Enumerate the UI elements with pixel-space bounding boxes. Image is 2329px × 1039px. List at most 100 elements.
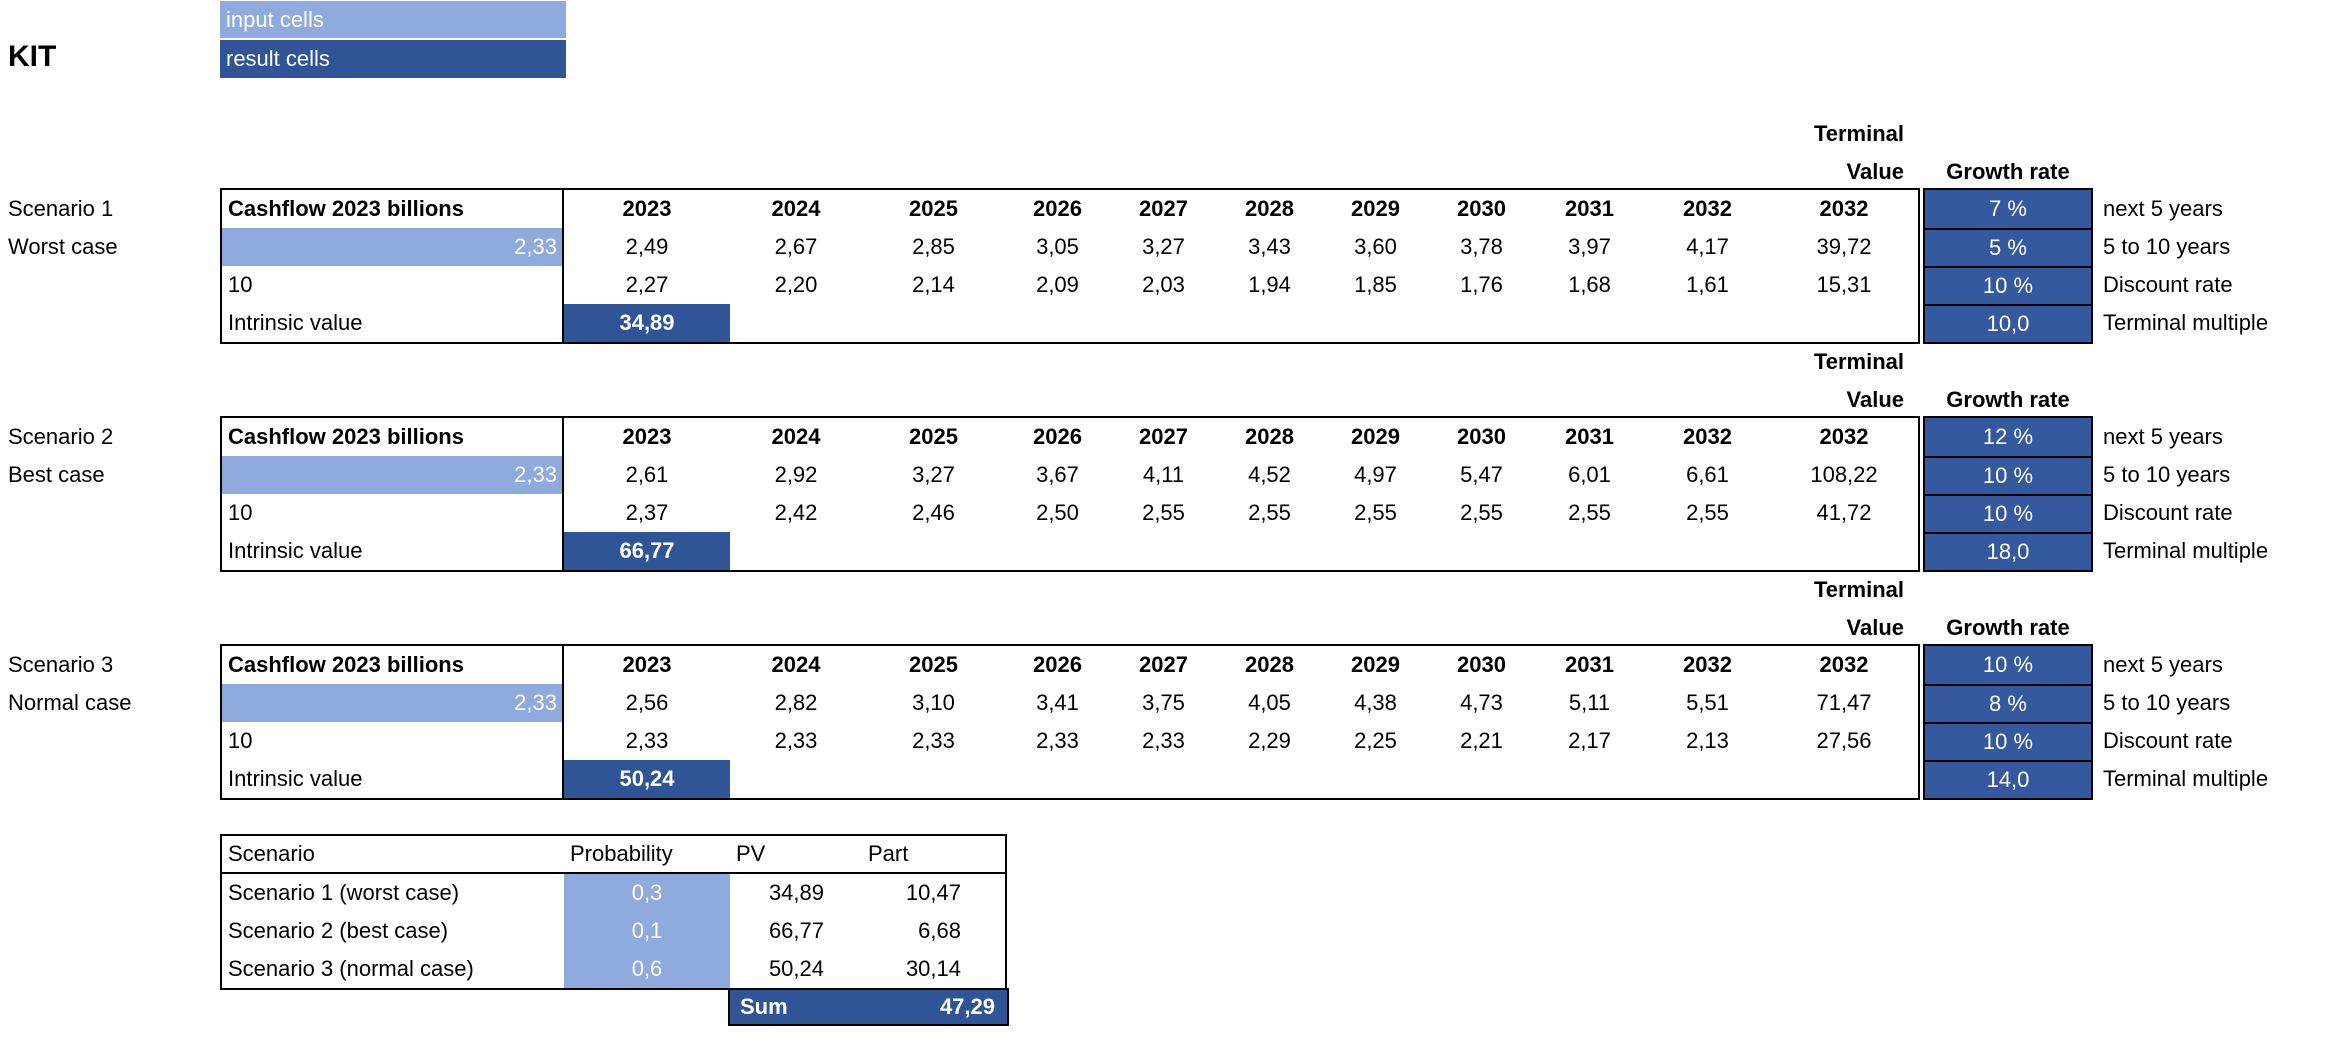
- sum-result-bar: Sum 47,29: [728, 988, 1009, 1026]
- year-header: 2024: [771, 196, 821, 221]
- terminal-year-header: 2032: [1819, 652, 1869, 677]
- year-header: 2023: [622, 424, 672, 449]
- discounted-cell: 2,33: [774, 728, 818, 753]
- cashflow-cell: 3,05: [1036, 234, 1079, 259]
- year-header: 2027: [1139, 652, 1188, 677]
- discounted-cell: 2,50: [1036, 500, 1079, 525]
- discounted-cell: 2,33: [912, 728, 955, 753]
- probability-input-cell[interactable]: 0,6: [564, 950, 730, 988]
- discount-rate-label: 10: [222, 266, 564, 304]
- growth-rate-header: Growth rate: [1946, 387, 2070, 412]
- terminal-year-header: 2032: [1819, 424, 1869, 449]
- summary-row-label: Scenario 3 (normal case): [228, 956, 474, 981]
- discounted-cell: 1,85: [1354, 272, 1397, 297]
- cashflow-cell: 6,01: [1568, 462, 1611, 487]
- growth-rate-cell[interactable]: 10 %: [1925, 646, 2091, 684]
- discount-rate-cell[interactable]: 10 %: [1925, 494, 2091, 532]
- cashflow-cell: 3,41: [1036, 690, 1079, 715]
- discount-rate-cell[interactable]: 10 %: [1925, 266, 2091, 304]
- part-cell: 30,14: [905, 956, 961, 981]
- input-cell-base-cashflow[interactable]: 2,33: [222, 684, 564, 722]
- cashflow-cell: 2,92: [774, 462, 818, 487]
- sum-label: Sum: [740, 994, 788, 1019]
- growth-rate-cell[interactable]: 8 %: [1925, 684, 2091, 722]
- param-label: next 5 years: [2103, 424, 2223, 449]
- year-header: 2029: [1351, 652, 1400, 677]
- discounted-cell: 2,27: [625, 272, 669, 297]
- discount-rate-label: 10: [222, 722, 564, 760]
- year-header: 2023: [622, 652, 672, 677]
- intrinsic-value-cell: 50,24: [564, 760, 730, 798]
- param-label: Terminal multiple: [2103, 766, 2269, 791]
- terminal-multiple-cell[interactable]: 10,0: [1925, 304, 2091, 342]
- discounted-cell: 2,21: [1460, 728, 1503, 753]
- table-title: Cashflow 2023 billions: [222, 418, 564, 456]
- discounted-cell: 1,61: [1686, 272, 1729, 297]
- intrinsic-value-cell: 66,77: [564, 532, 730, 570]
- growth-rate-cell[interactable]: 5 %: [1925, 228, 2091, 266]
- discounted-cell: 2,55: [1354, 500, 1397, 525]
- table-title: Cashflow 2023 billions: [222, 190, 564, 228]
- growth-rate-header: Growth rate: [1946, 615, 2070, 640]
- discounted-cell: 2,55: [1568, 500, 1611, 525]
- growth-rate-column: 12 % 10 % 10 % 18,0: [1923, 416, 2093, 572]
- year-header: 2026: [1033, 424, 1082, 449]
- table-title: Cashflow 2023 billions: [222, 646, 564, 684]
- terminal-value-header-line1: Terminal: [1813, 349, 1904, 374]
- terminal-value-header-line1: Terminal: [1813, 577, 1904, 602]
- discounted-cell: 2,33: [1142, 728, 1185, 753]
- cashflow-cell: 4,73: [1460, 690, 1503, 715]
- summary-header-pv: PV: [730, 836, 862, 874]
- year-header: 2028: [1245, 652, 1294, 677]
- growth-rate-cell[interactable]: 10 %: [1925, 456, 2091, 494]
- input-cell-base-cashflow[interactable]: 2,33: [222, 456, 564, 494]
- param-label: Discount rate: [2103, 728, 2233, 753]
- terminal-multiple-cell[interactable]: 18,0: [1925, 532, 2091, 570]
- intrinsic-value-label: Intrinsic value: [222, 532, 564, 570]
- year-header: 2032: [1683, 196, 1732, 221]
- discount-rate-cell[interactable]: 10 %: [1925, 722, 2091, 760]
- param-label: 5 to 10 years: [2103, 690, 2231, 715]
- terminal-value-header-line2: Value: [1846, 159, 1904, 184]
- growth-rate-header: Growth rate: [1946, 159, 2070, 184]
- input-cell-base-cashflow[interactable]: 2,33: [222, 228, 564, 266]
- scenario-case: Normal case: [8, 690, 132, 715]
- cashflow-cell: 2,85: [912, 234, 955, 259]
- cashflow-cell: 3,60: [1354, 234, 1397, 259]
- year-header: 2029: [1351, 424, 1400, 449]
- cashflow-cell: 6,61: [1686, 462, 1729, 487]
- probability-input-cell[interactable]: 0,3: [564, 874, 730, 912]
- year-header: 2023: [622, 196, 672, 221]
- discounted-cell: 2,09: [1036, 272, 1079, 297]
- probability-input-cell[interactable]: 0,1: [564, 912, 730, 950]
- year-header: 2031: [1565, 424, 1614, 449]
- cashflow-cell: 4,97: [1354, 462, 1397, 487]
- scenario-3-table: Cashflow 2023 billions 2023 2024 2025 20…: [220, 644, 1920, 800]
- cashflow-cell: 5,51: [1686, 690, 1729, 715]
- year-header: 2025: [909, 652, 958, 677]
- discounted-cell: 2,55: [1142, 500, 1185, 525]
- discounted-cell: 2,17: [1568, 728, 1611, 753]
- pv-cell: 50,24: [768, 956, 824, 981]
- year-header: 2028: [1245, 424, 1294, 449]
- cashflow-cell: 2,49: [625, 234, 669, 259]
- cashflow-cell: 5,47: [1460, 462, 1503, 487]
- discounted-cell: 2,46: [912, 500, 955, 525]
- part-cell: 10,47: [905, 880, 961, 905]
- growth-rate-column: 7 % 5 % 10 % 10,0: [1923, 188, 2093, 344]
- scenario-case: Worst case: [8, 234, 118, 259]
- growth-rate-cell[interactable]: 12 %: [1925, 418, 2091, 456]
- discounted-cell: 2,20: [774, 272, 818, 297]
- param-label: next 5 years: [2103, 196, 2223, 221]
- terminal-value-header: Terminal Value: [1714, 114, 1904, 190]
- growth-rate-cell[interactable]: 7 %: [1925, 190, 2091, 228]
- param-label: Discount rate: [2103, 500, 2233, 525]
- param-label: 5 to 10 years: [2103, 462, 2231, 487]
- discount-rate-label: 10: [222, 494, 564, 532]
- terminal-discounted-cell: 41,72: [1816, 500, 1872, 525]
- year-header: 2031: [1565, 652, 1614, 677]
- discounted-cell: 2,29: [1248, 728, 1291, 753]
- param-label: 5 to 10 years: [2103, 234, 2231, 259]
- terminal-multiple-cell[interactable]: 14,0: [1925, 760, 2091, 798]
- year-header: 2030: [1457, 652, 1506, 677]
